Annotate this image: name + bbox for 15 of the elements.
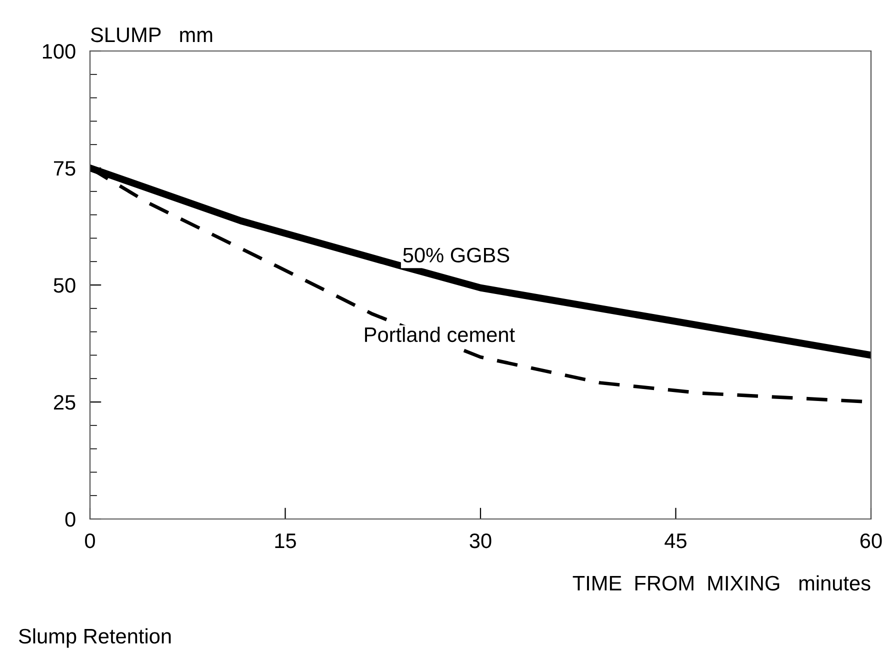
- y-tick-label: 0: [65, 512, 76, 527]
- series-label: 50% GGBS: [403, 248, 510, 263]
- y-axis-title: SLUMP mm: [90, 27, 212, 42]
- y-tick-label: 50: [54, 278, 76, 293]
- x-axis-title: TIME FROM MIXING minutes: [572, 575, 870, 591]
- x-tick-label: 30: [470, 533, 492, 548]
- series-label: Portland cement: [365, 326, 515, 342]
- x-tick-label: 45: [664, 534, 686, 548]
- y-tick-label: 25: [54, 395, 76, 410]
- x-tick-label: 15: [275, 534, 296, 548]
- y-tick-label: 75: [54, 161, 76, 176]
- y-tick-label: 100: [42, 44, 76, 59]
- text: Slump Retention: [18, 628, 171, 648]
- x-tick-label: 60: [860, 533, 882, 548]
- x-tick-label: 0: [85, 533, 95, 548]
